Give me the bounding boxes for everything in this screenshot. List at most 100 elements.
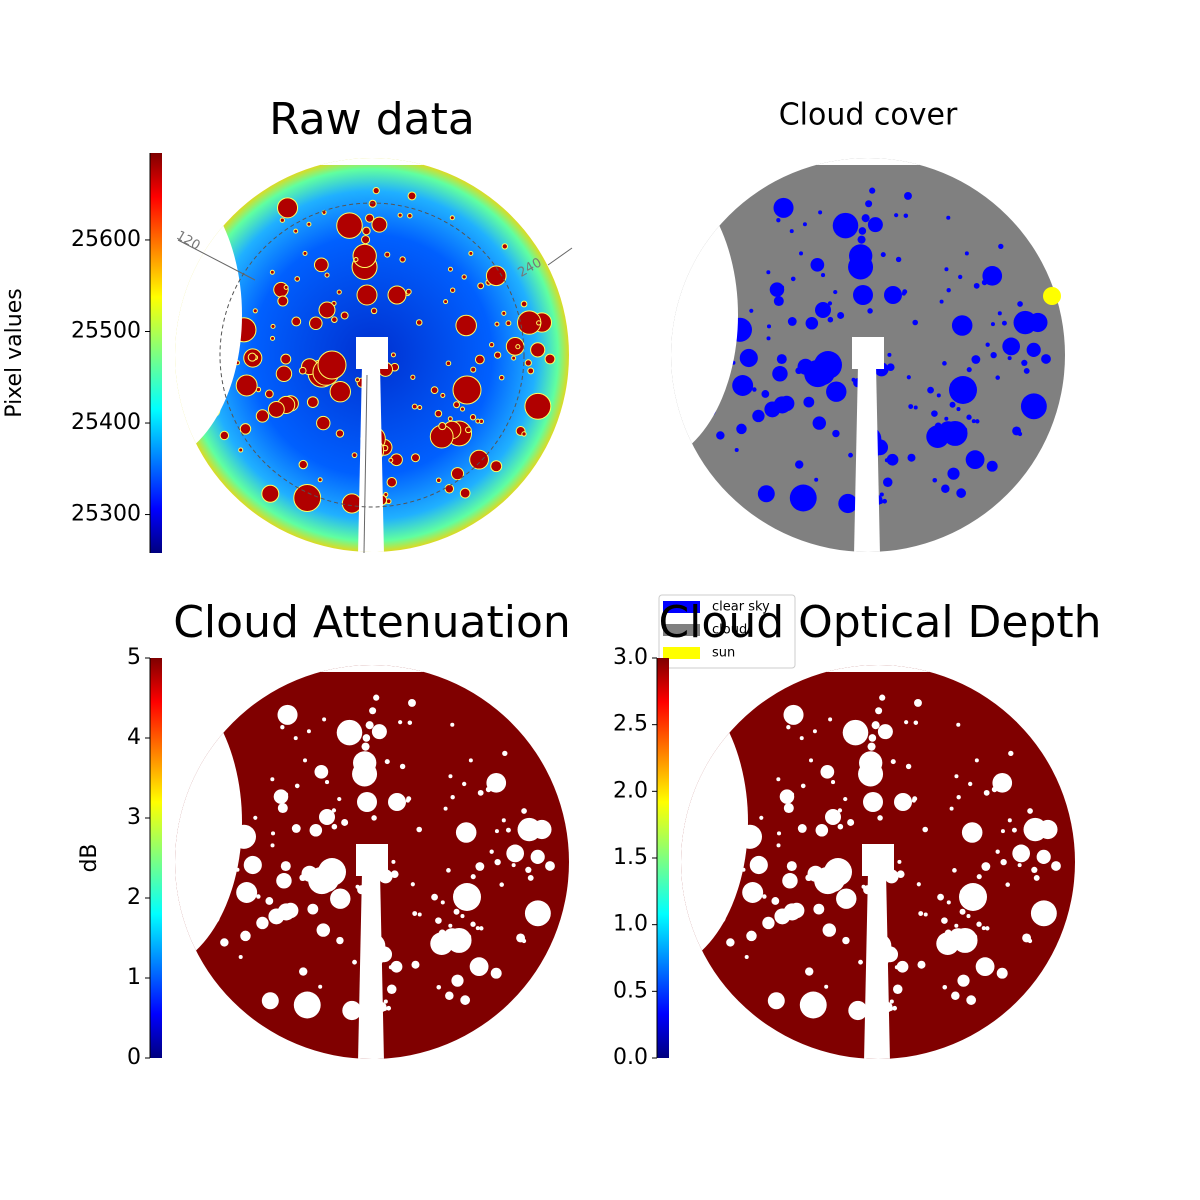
horizon-mask xyxy=(681,672,748,972)
sky-blob xyxy=(812,729,817,734)
sky-blob xyxy=(322,717,327,722)
sky-blob xyxy=(1042,827,1047,833)
sky-blob xyxy=(732,375,754,396)
sky-blob xyxy=(449,287,456,293)
colorbar-tick-label: 1.5 xyxy=(613,845,648,870)
sky-blob xyxy=(314,764,329,779)
sky-blob xyxy=(859,751,883,775)
sky-blob xyxy=(465,426,472,434)
sky-blob xyxy=(434,409,443,418)
sky-blob xyxy=(336,212,363,239)
sky-blob xyxy=(998,243,1004,250)
sky-blob xyxy=(450,722,455,727)
sky-blob xyxy=(382,952,388,958)
sky-blob xyxy=(267,400,285,418)
sky-blob xyxy=(298,459,308,470)
colorbar xyxy=(150,658,162,1058)
sky-blob xyxy=(525,866,532,873)
sky-blob xyxy=(1027,808,1033,814)
sky-blob xyxy=(446,868,451,873)
sky-blob xyxy=(766,270,771,275)
sky-blob xyxy=(1002,337,1021,356)
sky-blob xyxy=(858,227,867,235)
sky-blob xyxy=(990,351,997,359)
sky-blob xyxy=(438,422,447,431)
sky-blob xyxy=(820,273,826,278)
sky-blob xyxy=(387,984,397,994)
colorbar-label: Pixel values xyxy=(2,288,27,417)
sky-blob xyxy=(849,257,854,262)
sky-blob xyxy=(435,917,442,924)
legend-label: clear sky xyxy=(712,600,770,615)
camera-arm xyxy=(862,844,894,876)
sky-blob xyxy=(341,818,349,826)
sky-blob xyxy=(219,430,230,441)
sky-blob xyxy=(795,460,804,469)
sky-blob xyxy=(536,827,541,833)
panel-title: Cloud Attenuation xyxy=(173,597,571,648)
sky-blob xyxy=(833,289,838,295)
sky-blob xyxy=(544,353,556,365)
top-cut xyxy=(681,665,1075,672)
sky-blob xyxy=(802,222,807,227)
panel-title: Cloud Optical Depth xyxy=(658,597,1101,648)
sky-blob xyxy=(340,311,349,320)
sky-blob xyxy=(431,893,438,901)
sky-blob xyxy=(453,401,461,409)
sky-blob xyxy=(469,414,477,421)
sky-blob xyxy=(744,955,749,960)
sky-blob xyxy=(407,191,417,201)
sky-blob xyxy=(867,308,873,314)
sky-blob xyxy=(776,831,782,836)
sky-blob xyxy=(387,285,407,305)
sky-blob xyxy=(859,764,864,769)
sky-blob xyxy=(494,829,499,834)
colorbar-tick-label: 25400 xyxy=(71,410,141,435)
sky-blob xyxy=(238,955,243,960)
sky-blob xyxy=(455,822,477,843)
colorbar xyxy=(657,658,669,1058)
sky-blob xyxy=(937,893,944,901)
sky-blob xyxy=(369,707,377,715)
sky-blob xyxy=(280,725,285,730)
sky-blob xyxy=(277,803,288,814)
panel-title: Cloud cover xyxy=(779,98,958,133)
sky-blob xyxy=(912,796,918,802)
sky-blob xyxy=(883,477,893,487)
sky-blob xyxy=(736,423,747,435)
sky-blob xyxy=(318,984,323,989)
sky-blob xyxy=(352,243,377,269)
sky-blob xyxy=(489,342,495,348)
sky-blob xyxy=(489,849,494,854)
sky-blob xyxy=(477,282,485,290)
sky-blob xyxy=(759,815,764,820)
sky-blob xyxy=(455,314,477,337)
polar-grid xyxy=(219,202,525,508)
sky-blob xyxy=(384,759,390,765)
sky-blob xyxy=(971,933,978,940)
sky-blob xyxy=(1027,938,1033,944)
sky-blob xyxy=(399,763,406,770)
sky-blob xyxy=(239,423,252,435)
sky-blob xyxy=(974,758,979,763)
sky-blob xyxy=(391,859,396,864)
sky-blob xyxy=(773,197,794,218)
colorbar-tick-label: 2 xyxy=(127,885,141,910)
sky-blob xyxy=(530,342,546,358)
sky-blob xyxy=(1011,344,1016,349)
sky-blob xyxy=(462,781,467,787)
sky-blob xyxy=(284,792,289,797)
sky-blob xyxy=(443,299,449,305)
colorbar-tick-label: 25300 xyxy=(71,502,141,527)
legend-swatch xyxy=(663,601,700,613)
sky-blob xyxy=(342,1000,362,1021)
sky-blob xyxy=(837,823,844,830)
sky-blob xyxy=(386,1005,392,1011)
sky-blob xyxy=(851,377,856,382)
sky-blob xyxy=(906,375,911,380)
polar-axis xyxy=(363,374,368,554)
sky-blob xyxy=(797,824,807,833)
sky-blob xyxy=(858,959,863,965)
horizon-mask xyxy=(175,672,242,972)
